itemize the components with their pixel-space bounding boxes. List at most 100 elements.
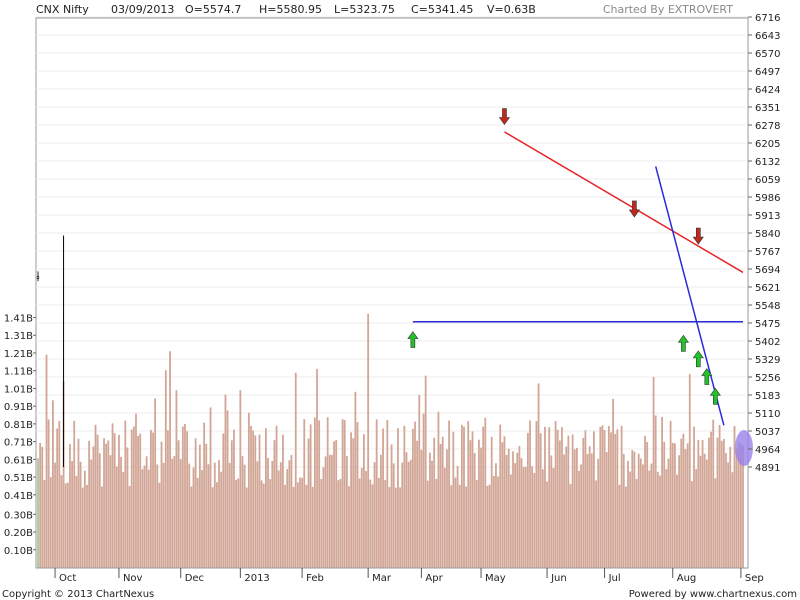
volume-bar — [458, 484, 461, 568]
header-open: O=5574.7 — [185, 3, 241, 16]
volume-bar — [456, 465, 459, 568]
volume-bar — [635, 479, 638, 568]
volume-bar — [735, 448, 738, 568]
volume-bar — [135, 413, 137, 568]
volume-bar — [693, 426, 695, 568]
volume-bar — [326, 417, 329, 568]
volume-bar — [571, 434, 574, 568]
volume-bar — [198, 444, 201, 568]
volume-bar — [288, 460, 291, 568]
volume-bar — [467, 421, 470, 568]
volume-bar — [622, 453, 625, 568]
volume-bar — [648, 470, 651, 568]
volume-bar — [137, 435, 140, 568]
volume-bar — [686, 443, 689, 568]
volume-bar — [452, 431, 455, 568]
volume-bar — [607, 426, 610, 568]
volume-bar — [740, 444, 742, 568]
volume-bar — [305, 484, 308, 568]
volume-bars — [37, 313, 744, 568]
volume-bar — [520, 458, 523, 568]
month-tick-label: Apr — [425, 573, 443, 584]
volume-bar — [230, 440, 233, 568]
volume-bar — [360, 467, 363, 568]
volume-bar — [431, 460, 433, 568]
volume-bar — [652, 376, 655, 568]
volume-bar — [343, 420, 346, 568]
price-tick-label: 6716 — [755, 13, 780, 24]
volume-bar — [716, 437, 719, 568]
volume-bar — [497, 476, 499, 568]
buy-arrow — [677, 334, 689, 352]
volume-tick-label: 1.01B — [4, 384, 33, 395]
volume-bar — [695, 469, 698, 568]
volume-tick-label: 0.30B — [4, 510, 33, 521]
volume-bar — [43, 480, 46, 568]
volume-bar — [509, 474, 512, 568]
volume-bar — [339, 478, 342, 568]
price-tick-label: 5256 — [755, 373, 780, 384]
volume-bar — [578, 470, 580, 568]
volume-bar — [426, 480, 429, 568]
volume-bar — [469, 440, 472, 568]
volume-bar — [718, 425, 721, 568]
volume-bar — [167, 430, 169, 568]
volume-bar — [633, 451, 636, 568]
volume-bar — [637, 453, 640, 568]
volume-bar — [588, 446, 591, 568]
volume-bar — [113, 433, 116, 568]
volume-bar — [614, 434, 617, 568]
volume-bar — [661, 417, 663, 568]
volume-bar — [663, 441, 666, 568]
volume-bar — [341, 419, 344, 568]
volume-bar — [141, 469, 144, 568]
volume-bar — [627, 460, 629, 568]
volume-bar — [616, 429, 619, 568]
volume-bar — [296, 482, 299, 568]
volume-bar — [190, 486, 193, 568]
volume-bar — [254, 435, 257, 568]
volume-tick-label: 0.51B — [4, 473, 33, 484]
volume-tick-label: 0.41B — [4, 491, 33, 502]
volume-bar — [584, 430, 587, 568]
volume-bar — [156, 464, 159, 568]
price-tick-label: 6278 — [755, 121, 780, 132]
volume-bar — [705, 459, 708, 568]
volume-bar — [375, 419, 378, 568]
price-tick-label: 6570 — [755, 49, 780, 60]
volume-bar — [365, 470, 367, 568]
volume-bar — [531, 466, 534, 568]
volume-bar — [678, 455, 681, 568]
volume-bar — [399, 487, 401, 568]
volume-bar — [669, 420, 672, 568]
volume-bar — [659, 475, 661, 568]
volume-bar — [541, 469, 544, 568]
trendline — [654, 166, 725, 426]
volume-bar — [697, 439, 700, 568]
volume-bar — [126, 447, 129, 568]
month-tick-label: 2013 — [244, 573, 269, 584]
buy-arrow — [407, 331, 419, 348]
volume-bar — [439, 443, 442, 568]
volume-bar — [418, 395, 421, 568]
volume-bar — [650, 463, 653, 568]
volume-bar — [284, 484, 286, 568]
volume-bar — [642, 464, 644, 568]
volume-bar — [550, 455, 553, 568]
volume-bar — [94, 424, 97, 568]
volume-bar — [420, 449, 423, 568]
volume-bar — [714, 478, 717, 568]
month-axis-ticks: Oct Nov Dec 2013 Feb Mar Apr May Jun Jul Aug Sep — [54, 568, 764, 584]
volume-bar — [228, 462, 231, 568]
volume-bar — [252, 430, 255, 568]
volume-bar — [71, 461, 73, 568]
volume-bar — [362, 434, 365, 568]
volume-bar — [610, 432, 612, 568]
volume-bar — [514, 463, 517, 568]
volume-bar — [354, 391, 357, 568]
volume-bar — [367, 313, 370, 568]
volume-bar — [527, 432, 529, 568]
volume-bar — [88, 440, 91, 568]
volume-bar — [618, 484, 621, 568]
volume-bar — [175, 390, 178, 568]
